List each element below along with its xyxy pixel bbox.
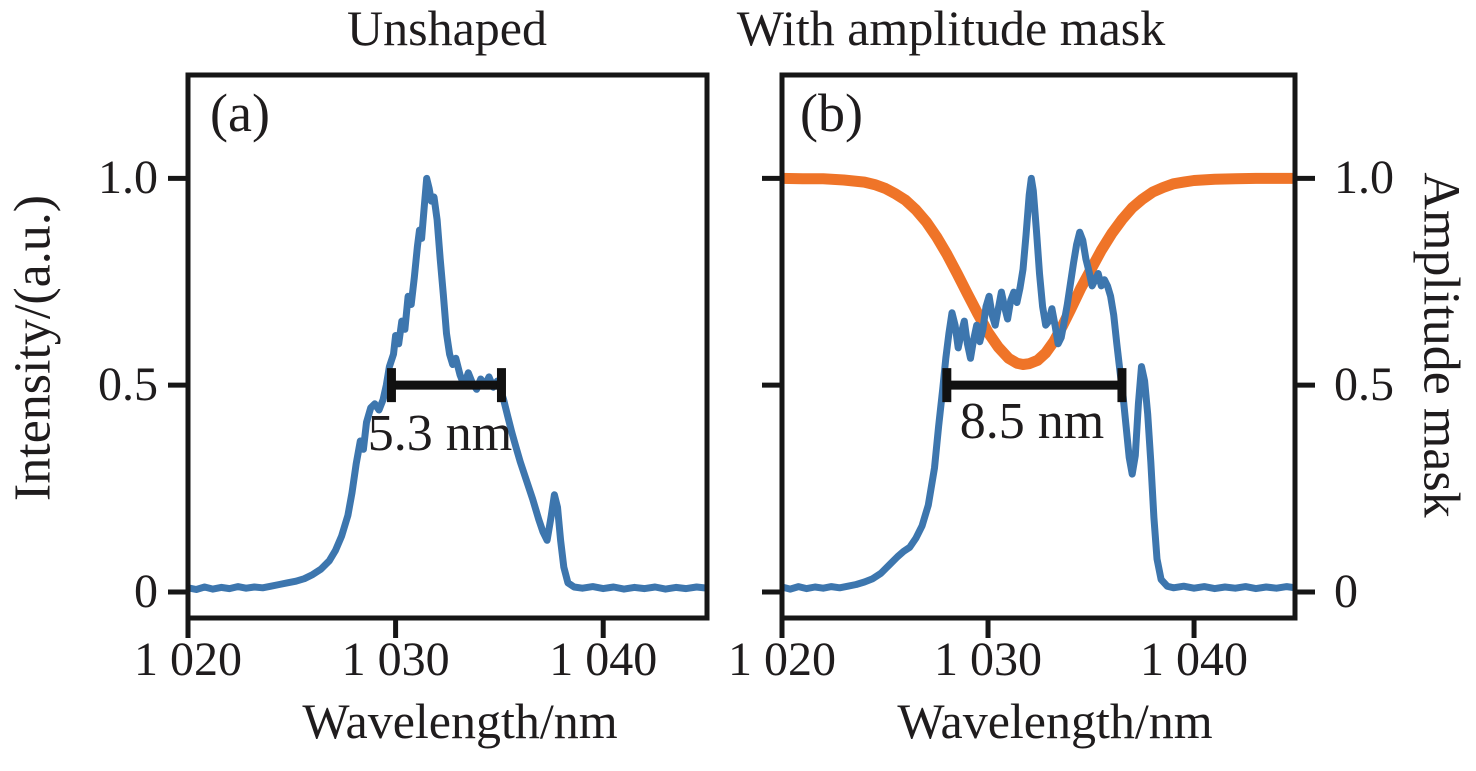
y-tick-label-b: 1.0 (1334, 151, 1394, 205)
panel-a-title: Unshaped (347, 0, 547, 56)
y-tick-label-a: 0.5 (98, 358, 158, 412)
panel-b-letter: (b) (800, 83, 863, 143)
x-tick-label-a: 1 020 (134, 633, 242, 686)
x-axis-label-a: Wavelength/nm (302, 693, 618, 749)
x-tick-label-b: 1 030 (934, 633, 1043, 686)
x-tick-label-a: 1 040 (549, 633, 658, 686)
y-axis-label-intensity: Intensity/(a.u.) (4, 194, 62, 502)
panel-a-letter: (a) (210, 83, 270, 143)
y-axis-label-amplitude-mask: Amplitude mask (1412, 172, 1470, 518)
y-tick-label-b: 0 (1334, 564, 1358, 618)
panel-a-box (185, 72, 710, 621)
y-tick-label-b: 0.5 (1334, 358, 1394, 412)
spectrum-line-b (782, 174, 1295, 593)
fwhm-bar-a (386, 368, 506, 403)
panel-b-box (779, 72, 1298, 621)
amplitude-mask-line-b (782, 172, 1295, 370)
x-axis-label-b: Wavelength/nm (897, 693, 1213, 749)
fwhm-annotation-a: 5.3 nm (367, 405, 513, 462)
panel-a-ticks (168, 175, 606, 638)
panel-b-title: With amplitude mask (736, 0, 1166, 56)
spectrum-line-a (188, 174, 707, 593)
y-tick-label-a: 1.0 (98, 151, 158, 205)
x-tick-label-b: 1 020 (728, 633, 836, 686)
x-tick-label-b: 1 040 (1140, 633, 1249, 686)
panel-b-ticks (762, 175, 1315, 638)
x-tick-label-a: 1 030 (341, 633, 450, 686)
y-tick-label-a: 0 (134, 564, 158, 618)
fwhm-annotation-b: 8.5 nm (959, 393, 1105, 450)
fwhm-bar-b (942, 368, 1127, 403)
